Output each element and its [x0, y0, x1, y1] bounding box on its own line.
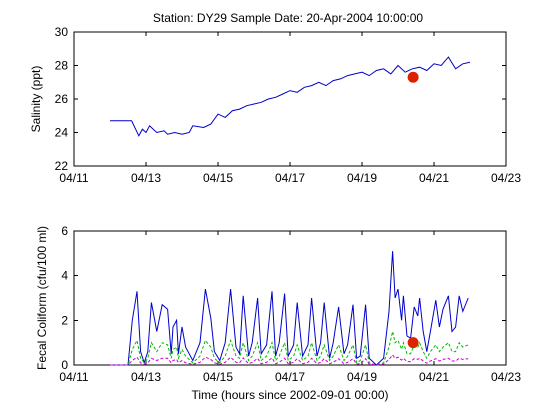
- series-line-1: [110, 331, 469, 366]
- x-tick-label: 04/11: [59, 370, 88, 384]
- x-tick-label: 04/17: [275, 171, 305, 185]
- y-tick-label: 0: [61, 358, 68, 372]
- y-tick-label: 26: [55, 92, 69, 106]
- x-axis-label: Time (hours since 2002-09-01 00:00): [192, 388, 389, 402]
- sample-point: [407, 337, 419, 349]
- y-tick-label: 28: [55, 59, 69, 73]
- y-axis-label: Salinity (ppt): [29, 66, 43, 133]
- series-line-0: [110, 56, 471, 137]
- x-tick-label: 04/13: [131, 370, 161, 384]
- salinity-axes: 04/11 04/13 04/15 04/17 04/19 04/21 04/23 22 24 2…: [29, 25, 521, 185]
- x-tick-label: 04/13: [131, 171, 161, 185]
- y-tick-label: 24: [55, 126, 69, 140]
- fecal-coliform-axes: 04/11 04/13 04/15 04/17 04/19 04/21 04/23 0 2 4 6F…: [35, 224, 521, 402]
- series-line-2: [110, 354, 469, 366]
- series-line-0: [110, 251, 469, 366]
- y-tick-label: 6: [61, 224, 68, 238]
- x-tick-label: 04/15: [203, 171, 233, 185]
- x-tick-label: 04/19: [347, 171, 377, 185]
- y-tick-label: 4: [61, 269, 68, 283]
- x-tick-label: 04/21: [419, 370, 449, 384]
- x-tick-label: 04/11: [59, 171, 88, 185]
- y-axis-label: Fecal Coliform (cfu/100 ml): [35, 226, 49, 370]
- y-tick-label: 2: [61, 313, 68, 327]
- sample-point: [407, 71, 419, 83]
- y-tick-label: 30: [55, 25, 69, 39]
- x-tick-label: 04/23: [491, 171, 521, 185]
- x-tick-label: 04/15: [203, 370, 233, 384]
- x-tick-label: 04/17: [275, 370, 305, 384]
- x-tick-label: 04/21: [419, 171, 449, 185]
- x-tick-label: 04/23: [491, 370, 521, 384]
- y-tick-label: 22: [55, 159, 69, 173]
- figure-title: Station: DY29 Sample Date: 20-Apr-2004 1…: [153, 11, 423, 25]
- x-tick-label: 04/19: [347, 370, 377, 384]
